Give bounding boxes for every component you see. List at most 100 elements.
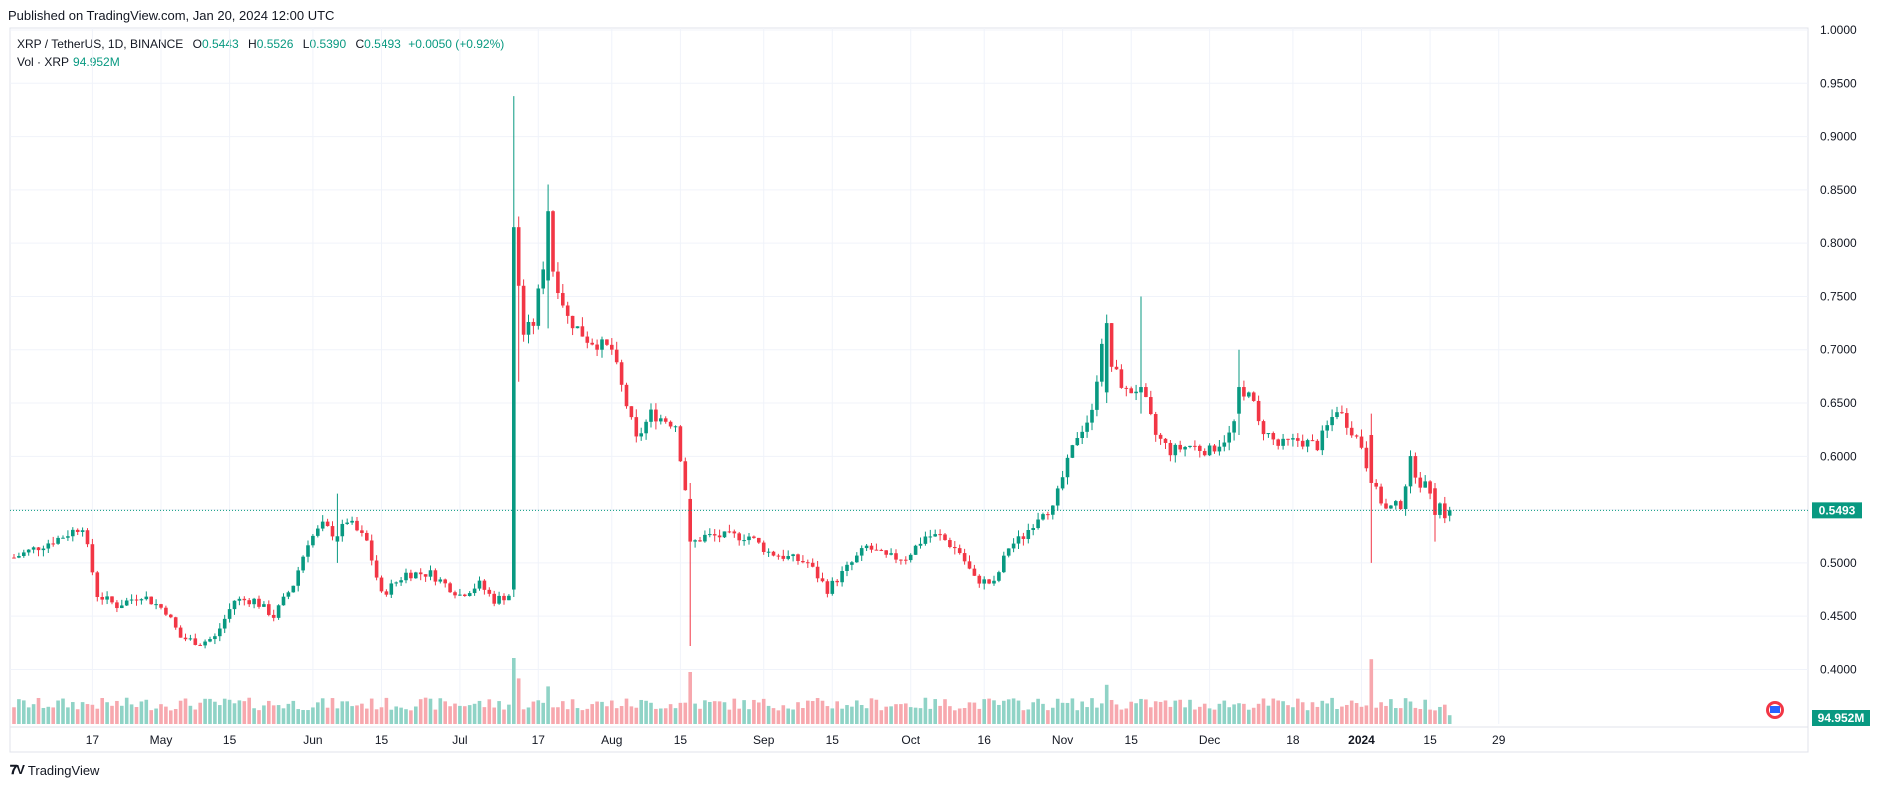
- volume-bar: [178, 700, 183, 724]
- candle-body: [874, 549, 879, 551]
- candle-body: [1398, 501, 1403, 509]
- volume-bar: [840, 708, 844, 724]
- volume-bar: [218, 705, 222, 724]
- candle-body: [732, 531, 737, 534]
- price-tick-label: 0.9000: [1820, 130, 1857, 144]
- volume-bar: [737, 708, 741, 724]
- candle-body: [105, 596, 109, 600]
- volume-bar: [433, 709, 438, 724]
- volume-bar: [1016, 700, 1021, 724]
- volume-bar: [614, 708, 619, 724]
- candle-body: [644, 421, 648, 434]
- candle-body: [806, 562, 810, 564]
- volume-bar: [908, 707, 913, 724]
- volume-bar: [115, 700, 119, 724]
- volume-bar: [389, 709, 394, 724]
- candle-body: [737, 533, 741, 541]
- candle-body: [1222, 442, 1227, 447]
- volume-bar: [399, 707, 403, 724]
- volume-bar: [129, 704, 134, 724]
- candle-body: [320, 521, 325, 529]
- candle-body: [379, 577, 384, 592]
- volume-label[interactable]: Vol · XRP: [17, 55, 70, 69]
- volume-bar: [1394, 708, 1398, 724]
- candle-body: [605, 339, 609, 345]
- volume-bar: [1070, 698, 1075, 724]
- candle-body: [443, 579, 447, 584]
- candle-body: [1305, 440, 1310, 447]
- symbol-label[interactable]: XRP / TetherUS, 1D, BINANCE: [17, 37, 184, 51]
- candle-body: [830, 580, 835, 594]
- time-tick-label: Nov: [1052, 733, 1073, 747]
- volume-bar: [124, 697, 129, 724]
- volume-bar: [1183, 707, 1187, 724]
- candle-body: [423, 574, 428, 577]
- candle-body: [325, 521, 330, 527]
- volume-bar: [786, 708, 790, 724]
- volume-bar: [590, 704, 594, 724]
- candle-body: [889, 553, 893, 555]
- volume-bar: [801, 708, 805, 724]
- volume-bar: [1212, 709, 1217, 724]
- volume-bar: [134, 707, 139, 724]
- candle-body: [1016, 536, 1021, 544]
- candle-body: [948, 540, 952, 547]
- candle-body: [433, 570, 438, 582]
- volume-bar: [624, 698, 629, 724]
- volume-bar: [928, 708, 933, 724]
- volume-bar: [835, 701, 839, 724]
- volume-value: 94.952M: [73, 55, 120, 69]
- candle-body: [1085, 422, 1089, 432]
- candle-body: [267, 604, 271, 615]
- candle-body: [1276, 439, 1280, 446]
- volume-bar: [164, 706, 168, 724]
- time-tick-label: 15: [1125, 733, 1139, 747]
- volume-bar: [335, 708, 340, 724]
- candle-body: [815, 566, 820, 579]
- candle-body: [678, 426, 683, 462]
- candle-body: [271, 614, 276, 618]
- volume-bar: [1438, 706, 1442, 724]
- volume-bar: [507, 704, 511, 724]
- volume-bar: [208, 698, 212, 724]
- volume-bar: [987, 698, 991, 724]
- candle-body: [389, 583, 394, 595]
- candle-body: [129, 599, 134, 601]
- candle-body: [61, 537, 65, 539]
- price-tick-label: 0.4500: [1820, 609, 1857, 623]
- event-flag-icon-mark: [1770, 706, 1780, 713]
- volume-bar: [227, 699, 232, 724]
- candle-body: [1447, 510, 1452, 516]
- volume-bar: [61, 698, 65, 724]
- candle-body: [551, 211, 555, 272]
- volume-bar: [541, 702, 545, 724]
- last-price-label: 0.5493: [1819, 503, 1856, 517]
- price-tick-label: 0.9500: [1820, 76, 1857, 90]
- volume-bar: [1198, 706, 1202, 724]
- volume-bar: [1178, 699, 1182, 724]
- volume-bar: [1163, 700, 1168, 724]
- volume-badge: [1812, 710, 1870, 726]
- candle-body: [1428, 481, 1432, 494]
- volume-bar: [556, 707, 560, 724]
- volume-bar: [374, 709, 379, 724]
- candle-body: [894, 553, 898, 560]
- volume-bar: [1330, 697, 1334, 724]
- candle-body: [786, 556, 790, 559]
- candle-body: [1129, 388, 1133, 394]
- candle-body: [1423, 481, 1427, 488]
- volume-bar: [36, 697, 41, 724]
- candle-body: [316, 528, 320, 536]
- candle-body: [100, 596, 104, 600]
- price-tick-label: 0.6500: [1820, 396, 1857, 410]
- candle-body: [1100, 343, 1104, 382]
- candle-body: [825, 581, 830, 594]
- volume-bar: [1320, 700, 1325, 724]
- volume-bar: [360, 703, 364, 724]
- candle-body: [766, 551, 771, 553]
- volume-bar: [472, 703, 477, 724]
- volume-bar: [781, 705, 786, 724]
- candle-body: [752, 536, 756, 538]
- candle-body: [1237, 387, 1241, 414]
